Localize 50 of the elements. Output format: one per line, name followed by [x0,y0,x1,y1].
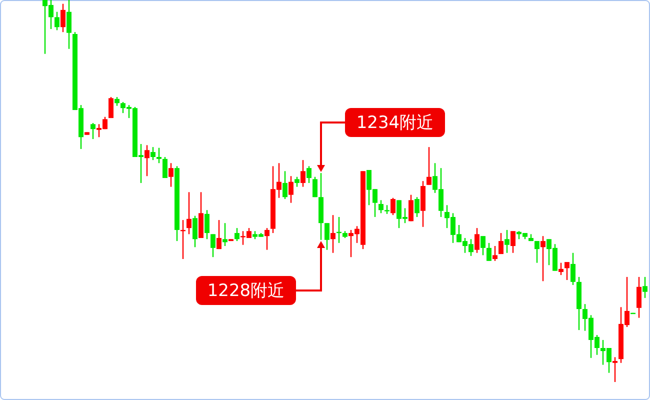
candlestick [330,214,336,254]
candlestick [60,3,66,33]
candlestick [216,219,222,250]
candlestick [294,176,300,188]
candlestick [408,194,414,222]
candlestick [234,227,240,242]
candlestick [162,156,168,179]
candlestick [474,227,480,254]
candlestick [414,196,420,218]
candlestick [558,262,564,276]
candlestick [192,215,198,248]
annotation: 1228附近 [207,281,285,301]
candlestick [90,122,96,140]
candlestick [186,192,192,235]
candlestick [564,261,570,281]
candlestick [300,159,306,188]
candlestick [324,222,330,250]
candlestick [66,0,72,50]
annotation: 1234附近 [356,113,434,133]
candlestick [540,235,546,282]
candlestick [168,162,174,188]
candlestick [636,276,642,318]
candlestick [312,176,318,198]
candlestick [150,146,156,161]
candlestick [108,96,114,119]
candlestick [204,210,210,240]
candlestick [288,176,294,204]
candlestick [210,234,216,258]
annotation: 1228附近 [196,241,325,305]
candlestick [492,245,498,262]
candlestick [612,356,618,383]
candlestick [486,242,492,262]
candlestick [306,166,312,184]
candlestick [222,222,228,247]
candlestick [264,227,270,250]
candlestick [54,11,60,31]
candlestick [498,232,504,255]
candlestick [480,235,486,256]
annotation: 1234附近 [317,108,445,172]
candlestick [504,229,510,254]
candlestick [156,147,162,164]
candlestick [426,146,432,186]
candlestick [378,200,384,214]
candlestick [144,144,150,177]
candlestick [642,276,648,299]
candlestick [510,230,516,254]
candlestick [570,252,576,286]
candlestick [534,240,540,264]
candlestick [282,170,288,200]
candlestick [390,197,396,216]
